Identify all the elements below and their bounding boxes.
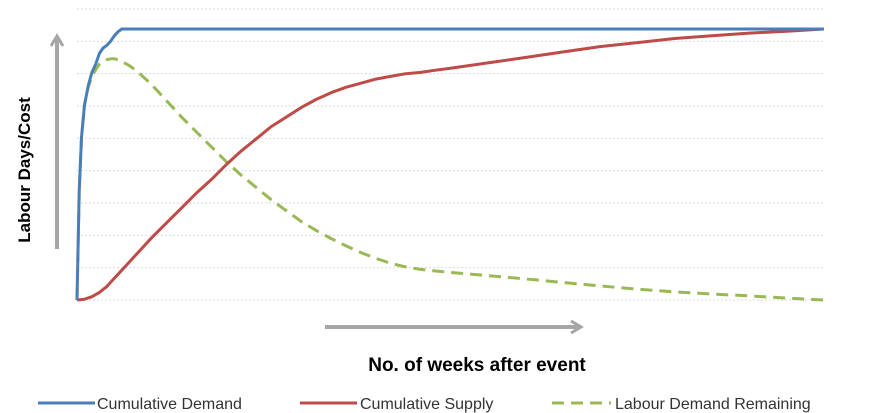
gridlines xyxy=(77,8,824,301)
legend-label: Cumulative Supply xyxy=(360,396,493,413)
x-axis-label: No. of weeks after event xyxy=(368,355,586,376)
series-line-cumulative-demand xyxy=(75,27,824,301)
legend-label: Cumulative Demand xyxy=(97,396,242,413)
legend-label: Labour Demand Remaining xyxy=(615,396,811,413)
y-axis-label: Labour Days/Cost xyxy=(15,97,34,243)
series-line-labour-demand-remaining xyxy=(75,57,825,302)
series-line-cumulative-supply xyxy=(76,27,825,302)
axis-arrows xyxy=(57,37,580,327)
legend: Cumulative Demand Cumulative Supply Labour… xyxy=(38,396,811,413)
series-lines xyxy=(75,27,825,302)
